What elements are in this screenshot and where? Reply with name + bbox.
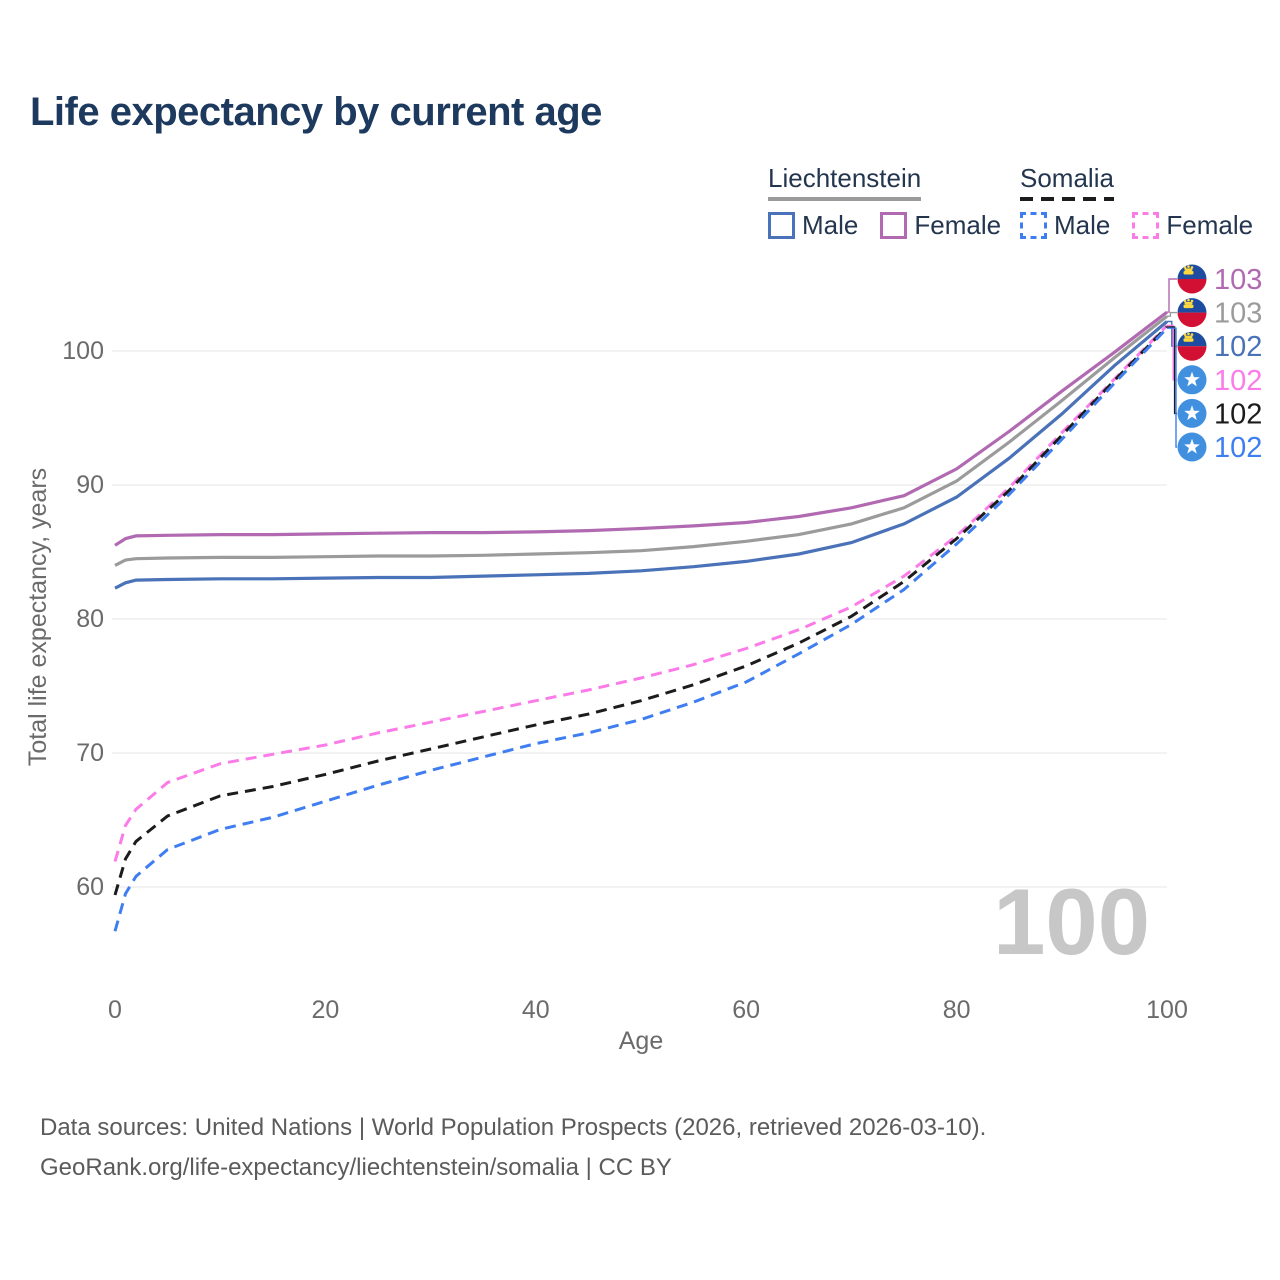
y-tick-label: 80 <box>76 605 104 633</box>
end-label-liechtenstein: 103 <box>1214 298 1262 330</box>
data-sources-line: Data sources: United Nations | World Pop… <box>40 1114 987 1141</box>
source-url-line: GeoRank.org/life-expectancy/liechtenstei… <box>40 1154 672 1181</box>
y-tick-label: 100 <box>62 337 104 365</box>
solid-line-key-icon <box>768 197 922 201</box>
x-tick-label: 20 <box>311 996 339 1024</box>
y-axis-title: Total life expectancy, years <box>24 468 52 766</box>
x-tick-label: 80 <box>943 996 971 1024</box>
dashed-line-key-icon <box>1020 197 1114 201</box>
somalia-flag-icon <box>1177 398 1207 428</box>
liechtenstein-flag-icon <box>1177 264 1207 294</box>
legend-group-title-somalia: Somalia <box>1020 163 1114 193</box>
liechtenstein-flag-icon <box>1177 298 1207 328</box>
page-title: Life expectancy by current age <box>30 90 602 134</box>
legend-item-somalia-female[interactable]: Female <box>1132 210 1253 241</box>
female-solid-swatch-icon <box>880 212 908 239</box>
x-tick-label: 40 <box>522 996 550 1024</box>
series-line-somalia-female[interactable] <box>113 324 1169 862</box>
legend-item-somalia-male[interactable]: Male <box>1020 210 1110 241</box>
x-tick-label: 100 <box>1146 996 1188 1024</box>
legend-group-somalia: Somalia Male Female <box>1020 163 1253 241</box>
end-label-somalia-female: 102 <box>1214 365 1262 397</box>
series-lines <box>113 310 1169 932</box>
end-label-somalia: 102 <box>1214 398 1262 430</box>
leader-line <box>1167 311 1177 317</box>
series-line-liechtenstein-male[interactable] <box>114 320 1169 590</box>
liechtenstein-flag-icon <box>1177 331 1207 361</box>
end-label-somalia-male: 102 <box>1214 432 1262 464</box>
leader-line <box>1167 278 1177 313</box>
leader-line <box>1167 327 1177 448</box>
series-line-somalia[interactable] <box>113 325 1169 896</box>
legend-item-liechtenstein-female[interactable]: Female <box>880 210 1001 241</box>
series-line-somalia-male[interactable] <box>113 327 1169 932</box>
male-solid-swatch-icon <box>768 212 795 239</box>
male-dashed-swatch-icon <box>1020 212 1047 239</box>
watermark-100: 100 <box>993 869 1150 974</box>
x-axis-title: Age <box>619 1027 663 1055</box>
somalia-flag-icon <box>1177 432 1207 462</box>
footer: Data sources: United Nations | World Pop… <box>40 1108 986 1188</box>
end-label-liechtenstein-male: 102 <box>1214 331 1262 363</box>
y-tick-label: 90 <box>76 471 104 499</box>
series-line-liechtenstein-female[interactable] <box>114 310 1168 547</box>
somalia-flag-icon <box>1177 365 1207 395</box>
x-tick-label: 0 <box>108 996 122 1024</box>
series-line-liechtenstein[interactable] <box>114 314 1168 567</box>
legend-group-title-liechtenstein: Liechtenstein <box>768 163 922 193</box>
legend-item-liechtenstein-male[interactable]: Male <box>768 210 858 241</box>
end-label-liechtenstein-female: 103 <box>1214 264 1262 296</box>
y-tick-label: 70 <box>76 739 104 767</box>
x-tick-label: 60 <box>732 996 760 1024</box>
y-tick-label: 60 <box>76 873 104 901</box>
legend-group-liechtenstein: Liechtenstein Male Female <box>768 163 1001 241</box>
tick-labels: 60 70 80 90 100 0 20 40 60 80 100 <box>62 337 1188 1024</box>
female-dashed-swatch-icon <box>1132 212 1160 239</box>
